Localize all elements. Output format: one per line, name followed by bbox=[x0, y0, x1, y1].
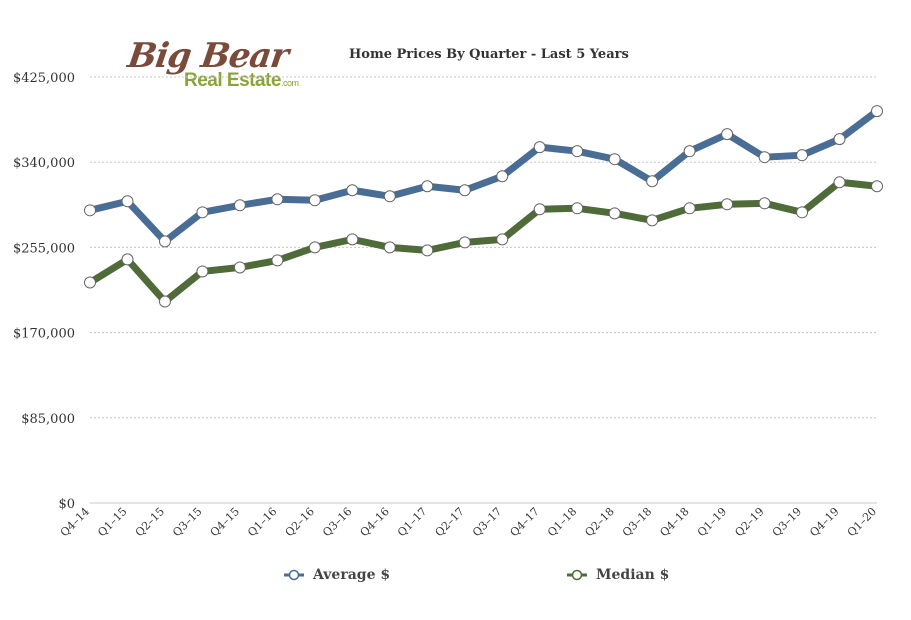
x-tick-label: Q2–18 bbox=[582, 505, 616, 539]
y-tick-label: $0 bbox=[58, 497, 75, 512]
data-point-median bbox=[121, 253, 134, 266]
x-tick-label: Q4–16 bbox=[358, 505, 392, 539]
x-tick-label: Q2–19 bbox=[732, 505, 766, 539]
data-point-average bbox=[84, 204, 96, 217]
x-tick-label: Q1–17 bbox=[395, 505, 429, 539]
x-tick-label: Q3–16 bbox=[320, 505, 354, 539]
data-point-median bbox=[346, 233, 359, 246]
data-point-median bbox=[308, 241, 321, 254]
data-point-average bbox=[646, 175, 659, 188]
legend-item-average[interactable]: Average $ bbox=[283, 567, 390, 583]
data-point-average bbox=[383, 190, 396, 203]
data-point-average bbox=[458, 184, 471, 197]
data-point-median bbox=[233, 261, 246, 274]
x-tick-label: Q4–19 bbox=[807, 505, 841, 539]
data-point-median bbox=[758, 197, 771, 210]
data-point-median bbox=[608, 207, 621, 220]
y-tick-label: $85,000 bbox=[21, 412, 75, 427]
x-tick-label: Q1–15 bbox=[95, 505, 129, 539]
data-point-average bbox=[158, 235, 171, 248]
data-point-average bbox=[271, 193, 284, 206]
data-point-median bbox=[496, 233, 509, 246]
x-tick-label: Q1–18 bbox=[545, 505, 579, 539]
x-tick-label: Q1–16 bbox=[245, 505, 279, 539]
logo-text-suffix: .com bbox=[280, 78, 299, 88]
x-tick-label: Q2–15 bbox=[133, 505, 167, 539]
data-point-average bbox=[871, 105, 883, 118]
x-tick-label: Q3–19 bbox=[770, 505, 804, 539]
legend-label-average: Average $ bbox=[313, 567, 391, 583]
data-point-average bbox=[758, 151, 771, 164]
data-point-median bbox=[158, 295, 171, 308]
y-tick-label: $425,000 bbox=[13, 71, 75, 86]
y-tick-label: $255,000 bbox=[13, 241, 75, 256]
x-tick-label: Q4–18 bbox=[657, 505, 691, 539]
chart-title: Home Prices By Quarter - Last 5 Years bbox=[349, 47, 629, 62]
data-point-average bbox=[683, 145, 696, 158]
x-tick-label: Q4–15 bbox=[208, 505, 242, 539]
data-point-average bbox=[121, 195, 134, 208]
data-point-average bbox=[533, 141, 546, 154]
data-point-median bbox=[796, 206, 809, 219]
data-point-median bbox=[721, 198, 734, 211]
data-point-median bbox=[196, 265, 209, 278]
data-point-median bbox=[383, 241, 396, 254]
x-tick-label: Q2–17 bbox=[433, 505, 467, 539]
data-point-median bbox=[571, 202, 584, 215]
x-tick-label: Q4–17 bbox=[508, 505, 542, 539]
data-point-average bbox=[233, 199, 246, 212]
legend-label-median: Median $ bbox=[596, 567, 670, 583]
data-point-average bbox=[796, 149, 809, 162]
data-point-median bbox=[683, 202, 696, 215]
data-point-average bbox=[421, 180, 434, 193]
x-tick-label: Q3–18 bbox=[620, 505, 654, 539]
x-tick-label: Q3–15 bbox=[170, 505, 204, 539]
logo-text-sub: Real Estate.com bbox=[184, 70, 299, 92]
series-line-average bbox=[86, 107, 881, 245]
data-point-average bbox=[308, 194, 321, 207]
y-tick-label: $340,000 bbox=[13, 156, 75, 171]
brand-logo: Big Bear Real Estate.com bbox=[125, 36, 308, 96]
data-point-median bbox=[458, 236, 471, 249]
data-point-average bbox=[571, 145, 584, 158]
x-tick-label: Q3–17 bbox=[470, 505, 504, 539]
x-tick-label: Q1–20 bbox=[845, 505, 879, 539]
data-point-average bbox=[346, 184, 359, 197]
data-point-median bbox=[533, 203, 546, 216]
data-point-average bbox=[608, 153, 621, 166]
legend-item-median[interactable]: Median $ bbox=[566, 567, 669, 583]
data-point-median bbox=[833, 176, 846, 189]
data-point-average bbox=[833, 133, 846, 146]
series-line-median bbox=[86, 178, 881, 306]
logo-text-realestate: Real Estate bbox=[184, 70, 281, 91]
legend-marker-median-icon bbox=[567, 569, 587, 581]
data-point-median bbox=[84, 276, 96, 289]
data-point-average bbox=[496, 170, 509, 183]
x-tick-label: Q1–19 bbox=[695, 505, 729, 539]
x-tick-label: Q2–16 bbox=[283, 505, 317, 539]
y-tick-label: $170,000 bbox=[13, 327, 75, 342]
data-point-median bbox=[421, 244, 434, 257]
data-point-average bbox=[721, 128, 734, 141]
data-point-median bbox=[271, 254, 284, 267]
data-point-median bbox=[871, 180, 883, 193]
legend-marker-average-icon bbox=[284, 569, 304, 581]
data-point-median bbox=[646, 214, 659, 227]
data-point-average bbox=[196, 206, 209, 219]
